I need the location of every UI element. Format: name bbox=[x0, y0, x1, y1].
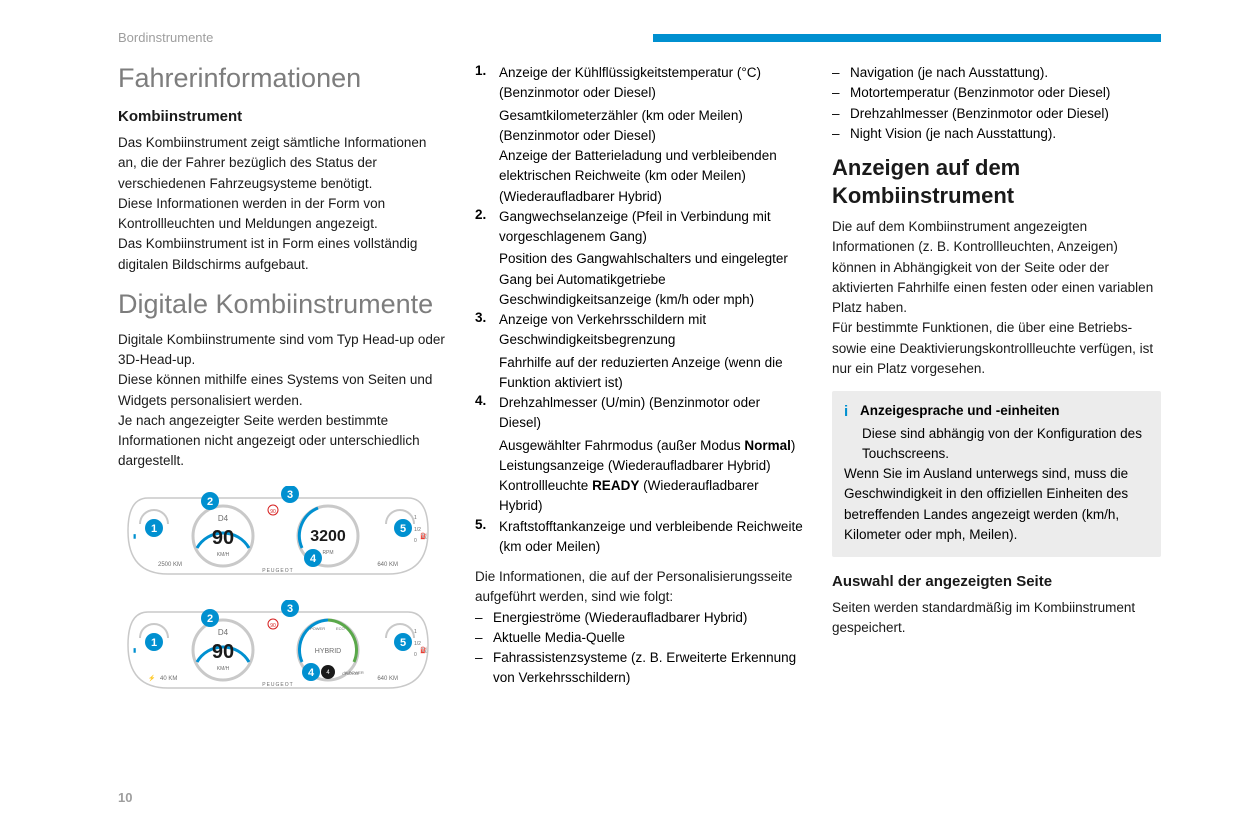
numbered-item: 4.Drehzahlmesser (U/min) (Benzinmotor od… bbox=[475, 393, 804, 434]
heading-anzeigen: Anzeigen auf dem Kombiinstrument bbox=[832, 154, 1161, 209]
svg-text:5: 5 bbox=[400, 637, 406, 649]
svg-text:1: 1 bbox=[414, 515, 417, 521]
marker-3: 3 bbox=[281, 486, 299, 503]
info-box: iAnzeigesprache und -einheiten Diese sin… bbox=[832, 391, 1161, 557]
svg-text:1: 1 bbox=[151, 523, 157, 535]
instrument-cluster-2: ▮ D4 90 KM/H POWER ECO CHARGE HYBRID bbox=[118, 600, 447, 700]
svg-text:90: 90 bbox=[270, 509, 276, 515]
para: Seiten werden standardmäßig im Kombiinst… bbox=[832, 598, 1161, 639]
svg-text:▮: ▮ bbox=[133, 648, 136, 654]
svg-text:% POWER: % POWER bbox=[344, 670, 364, 675]
heading-auswahl: Auswahl der angezeigten Seite bbox=[832, 573, 1161, 590]
numbered-item-cont: Position des Gangwahlschalters und einge… bbox=[499, 249, 804, 290]
svg-text:4: 4 bbox=[308, 667, 315, 679]
header-blue-bar bbox=[653, 34, 1161, 42]
svg-text:2500 KM: 2500 KM bbox=[158, 562, 182, 568]
numbered-list: 1.Anzeige der Kühlflüssigkeitstemperatur… bbox=[475, 63, 804, 557]
para: Diese können mithilfe eines Systems von … bbox=[118, 370, 447, 411]
svg-text:KM/H: KM/H bbox=[217, 552, 230, 558]
dash-item: –Motortemperatur (Benzinmotor oder Diese… bbox=[832, 83, 1161, 103]
svg-text:RPM: RPM bbox=[322, 550, 333, 556]
para: Je nach angezeigter Seite werden bestimm… bbox=[118, 411, 447, 472]
marker-4: 4 bbox=[304, 549, 322, 567]
dash-item: –Aktuelle Media-Quelle bbox=[475, 628, 804, 648]
numbered-item-cont: Anzeige der Batterieladung und verbleibe… bbox=[499, 146, 804, 207]
svg-text:1/2: 1/2 bbox=[414, 641, 421, 647]
svg-text:1: 1 bbox=[414, 629, 417, 635]
instrument-cluster-1: ▮ D4 90 KM/H 3200 RPM 1 1/2 0 bbox=[118, 486, 447, 586]
svg-text:0: 0 bbox=[414, 538, 417, 544]
svg-text:2: 2 bbox=[207, 613, 213, 625]
numbered-item: 5.Kraftstofftankanzeige und verbleibende… bbox=[475, 517, 804, 558]
numbered-item: 2.Gangwechselanzeige (Pfeil in Verbindun… bbox=[475, 207, 804, 248]
page-number: 10 bbox=[118, 790, 132, 805]
para: Diese Informationen werden in der Form v… bbox=[118, 194, 447, 235]
para: Die Informationen, die auf der Personali… bbox=[475, 567, 804, 608]
svg-text:PEUGEOT: PEUGEOT bbox=[262, 568, 293, 574]
svg-text:40 KM: 40 KM bbox=[160, 676, 177, 682]
numbered-item-cont: Geschwindigkeitsanzeige (km/h oder mph) bbox=[499, 290, 804, 310]
column-3: –Navigation (je nach Ausstattung).–Motor… bbox=[832, 63, 1161, 700]
heading-kombiinstrument: Kombiinstrument bbox=[118, 108, 447, 125]
para: Für bestimmte Funktionen, die über eine … bbox=[832, 318, 1161, 379]
marker-5: 5 bbox=[394, 519, 412, 537]
info-box-heading: Anzeigesprache und -einheiten bbox=[860, 403, 1060, 418]
dash-list: –Energieströme (Wiederaufladbarer Hybrid… bbox=[475, 608, 804, 689]
svg-text:PEUGEOT: PEUGEOT bbox=[262, 682, 293, 688]
info-box-line: Wenn Sie im Ausland unterwegs sind, muss… bbox=[844, 464, 1149, 545]
numbered-item: 1.Anzeige der Kühlflüssigkeitstemperatur… bbox=[475, 63, 804, 104]
svg-text:90: 90 bbox=[270, 623, 276, 629]
svg-text:1/2: 1/2 bbox=[414, 527, 421, 533]
svg-text:2: 2 bbox=[207, 496, 213, 508]
para: Das Kombiinstrument zeigt sämtliche Info… bbox=[118, 133, 447, 194]
svg-text:1: 1 bbox=[151, 637, 157, 649]
numbered-item: 3.Anzeige von Verkehrsschildern mit Gesc… bbox=[475, 310, 804, 351]
svg-text:D4: D4 bbox=[218, 514, 229, 523]
dash-item: –Navigation (je nach Ausstattung). bbox=[832, 63, 1161, 83]
dash-item: –Fahrassistenzsysteme (z. B. Erweiterte … bbox=[475, 648, 804, 689]
numbered-item-cont: Fahrhilfe auf der reduzierten Anzeige (w… bbox=[499, 353, 804, 394]
para: Das Kombiinstrument ist in Form eines vo… bbox=[118, 234, 447, 275]
svg-text:640 KM: 640 KM bbox=[377, 562, 398, 568]
dash-item: –Drehzahlmesser (Benzinmotor oder Diesel… bbox=[832, 104, 1161, 124]
dash-item: –Night Vision (je nach Ausstattung). bbox=[832, 124, 1161, 144]
svg-text:3: 3 bbox=[287, 489, 293, 501]
svg-text:90: 90 bbox=[212, 527, 234, 549]
svg-text:640 KM: 640 KM bbox=[377, 676, 398, 682]
info-box-line: Diese sind abhängig von der Konfiguratio… bbox=[862, 424, 1149, 465]
column-1: Fahrerinformationen Kombiinstrument Das … bbox=[118, 63, 447, 700]
para: Digitale Kombiinstrumente sind vom Typ H… bbox=[118, 330, 447, 371]
svg-text:3200: 3200 bbox=[310, 528, 346, 545]
svg-text:0: 0 bbox=[414, 652, 417, 658]
marker-2: 2 bbox=[201, 492, 219, 510]
svg-text:4: 4 bbox=[310, 553, 317, 565]
svg-text:⛽: ⛽ bbox=[420, 532, 428, 540]
title-fahrerinformationen: Fahrerinformationen bbox=[118, 63, 447, 94]
svg-text:⛽: ⛽ bbox=[420, 646, 428, 654]
column-2: 1.Anzeige der Kühlflüssigkeitstemperatur… bbox=[475, 63, 804, 700]
title-digitale: Digitale Kombiinstrumente bbox=[118, 289, 447, 320]
header-row: Bordinstrumente bbox=[118, 30, 1161, 45]
numbered-item-cont: Gesamtkilometerzähler (km oder Meilen) (… bbox=[499, 106, 804, 147]
info-icon: i bbox=[844, 401, 860, 424]
dash-list: –Navigation (je nach Ausstattung).–Motor… bbox=[832, 63, 1161, 144]
dash-item: –Energieströme (Wiederaufladbarer Hybrid… bbox=[475, 608, 804, 628]
svg-text:3: 3 bbox=[287, 603, 293, 615]
svg-text:D4: D4 bbox=[218, 628, 229, 637]
svg-text:HYBRID: HYBRID bbox=[315, 648, 341, 655]
section-label: Bordinstrumente bbox=[118, 30, 213, 45]
marker-1: 1 bbox=[145, 519, 163, 537]
para: Die auf dem Kombiinstrument angezeigten … bbox=[832, 217, 1161, 318]
svg-text:▮: ▮ bbox=[133, 534, 136, 540]
svg-text:KM/H: KM/H bbox=[217, 666, 230, 672]
svg-text:90: 90 bbox=[212, 641, 234, 663]
svg-text:ECO: ECO bbox=[336, 626, 345, 631]
svg-text:5: 5 bbox=[400, 523, 406, 535]
svg-text:⚡: ⚡ bbox=[148, 674, 155, 682]
svg-text:POWER: POWER bbox=[310, 626, 325, 631]
